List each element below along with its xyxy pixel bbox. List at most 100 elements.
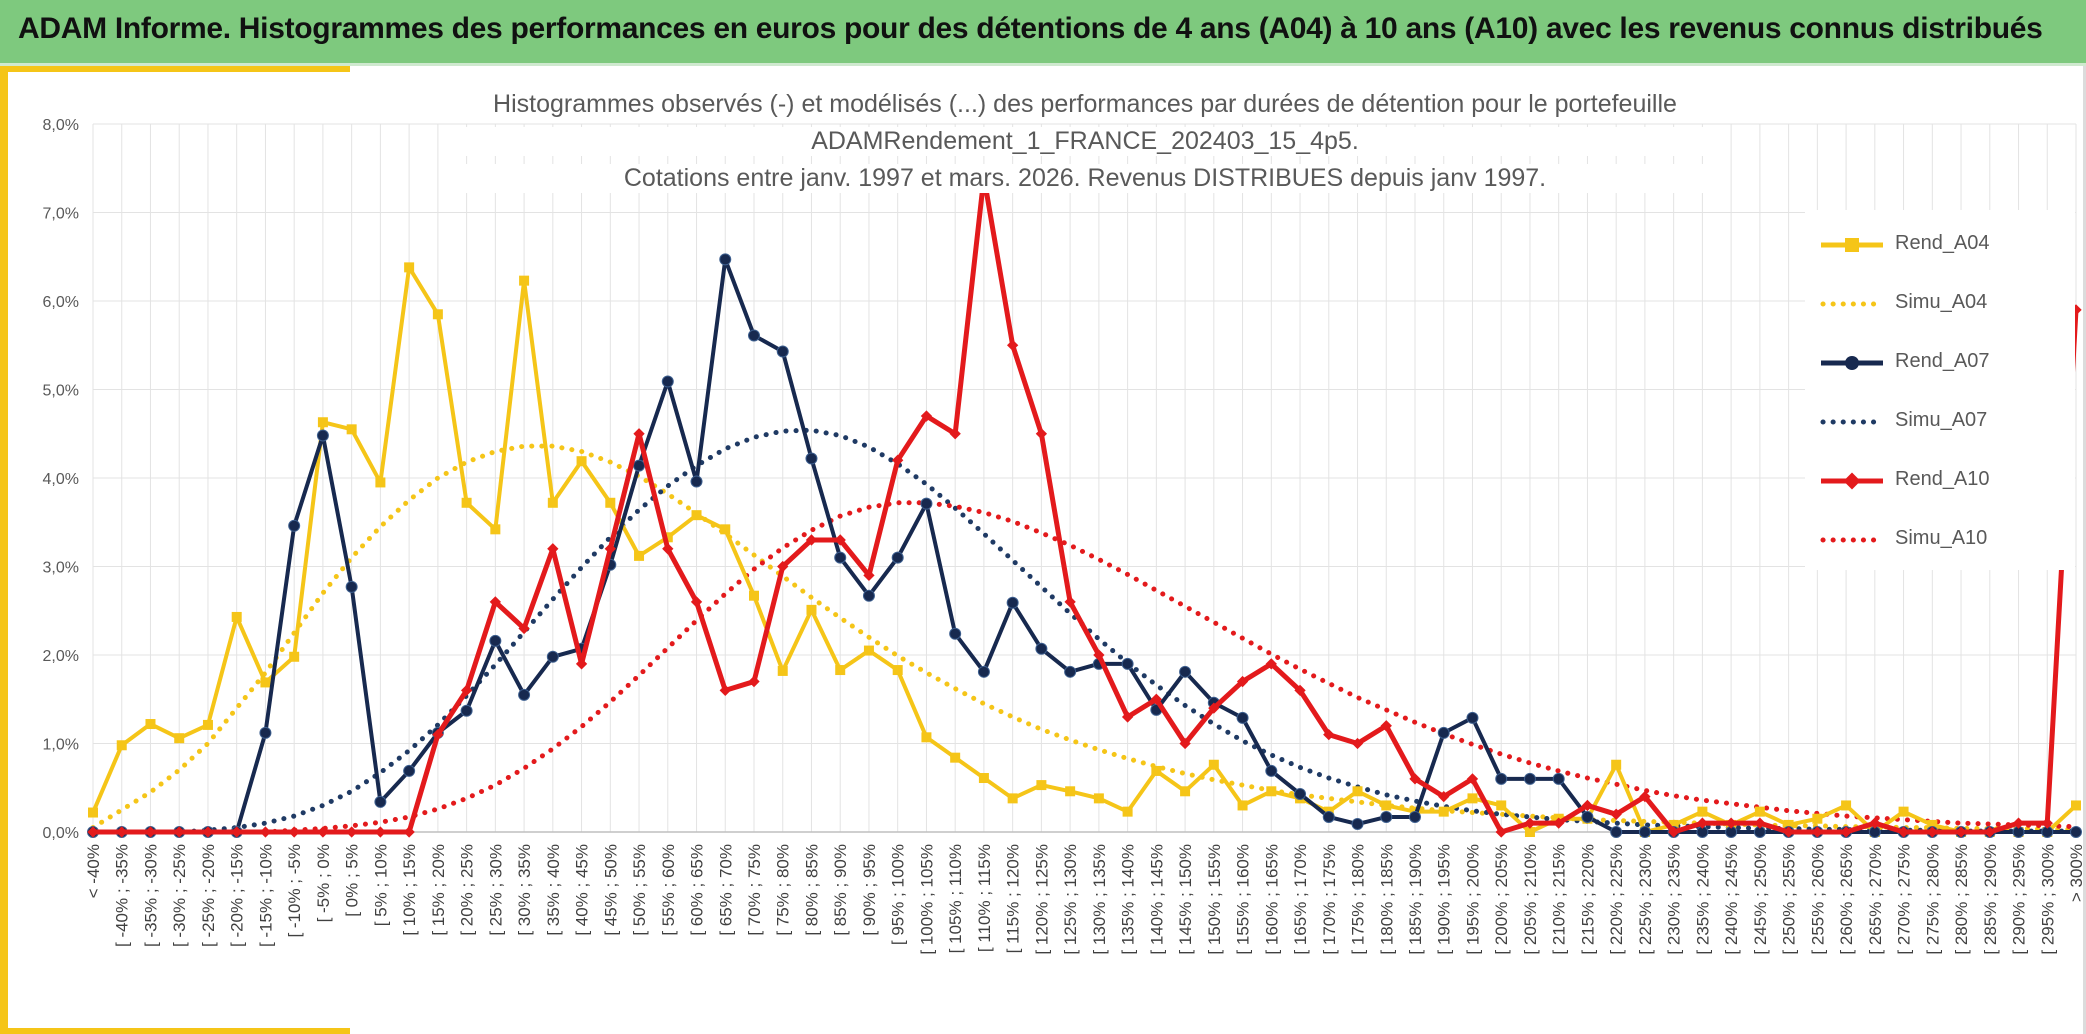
data-point-rend-a04	[461, 497, 472, 508]
data-point-rend-a04	[1180, 786, 1191, 797]
frame-accent-top	[0, 66, 350, 72]
x-tick-label: [ 190% ; 195%	[1435, 844, 1454, 955]
data-point-rend-a10	[1811, 826, 1824, 838]
x-tick-label: [ 50% ; 55%	[630, 844, 649, 936]
y-tick-label: 5,0%	[43, 383, 79, 400]
x-tick-label: [ 170% ; 175%	[1320, 844, 1339, 955]
data-point-rend-a10	[863, 569, 875, 582]
data-point-rend-a10	[920, 410, 933, 422]
y-tick-label: 7,0%	[43, 206, 79, 223]
data-point-rend-a10	[1380, 720, 1392, 732]
x-tick-label: [ -10% ; -5%	[285, 844, 304, 938]
data-point-rend-a10	[345, 826, 358, 838]
data-point-rend-a04	[1438, 806, 1449, 817]
data-point-rend-a04	[605, 497, 616, 508]
x-tick-label: [ 55% ; 60%	[659, 844, 678, 936]
data-point-rend-a04	[202, 719, 213, 730]
y-tick-label: 6,0%	[43, 294, 79, 311]
data-point-rend-a10	[288, 826, 300, 838]
y-tick-label: 3,0%	[43, 560, 79, 577]
x-tick-label: [ 240% ; 245%	[1722, 844, 1741, 955]
data-point-rend-a04	[174, 733, 185, 744]
data-point-rend-a10	[633, 428, 645, 440]
data-point-rend-a10	[1926, 826, 1938, 838]
x-tick-label: [ 160% ; 165%	[1262, 844, 1281, 955]
legend-label-simu-a04: Simu_A04	[1895, 291, 1988, 313]
x-tick-label: [ 5% ; 10%	[371, 844, 390, 926]
data-point-rend-a07	[633, 459, 646, 472]
data-point-rend-a10	[1150, 693, 1163, 705]
data-point-rend-a10	[1323, 728, 1335, 741]
x-tick-label: [ 10% ; 15%	[400, 844, 419, 936]
frame-accent-bottom	[0, 1028, 350, 1034]
data-point-rend-a07	[345, 580, 358, 593]
data-point-rend-a07	[805, 452, 818, 465]
data-point-rend-a07	[1380, 810, 1393, 823]
series-line-rend-a04	[91, 265, 2078, 834]
x-tick-label: [ 195% ; 200%	[1463, 844, 1482, 955]
data-point-rend-a10	[173, 826, 185, 838]
data-point-rend-a07	[1581, 810, 1594, 823]
data-point-rend-a04	[404, 262, 415, 273]
x-tick-label: [ 125% ; 130%	[1061, 844, 1080, 955]
data-point-rend-a04	[1697, 806, 1708, 817]
data-point-rend-a10	[317, 826, 329, 838]
data-point-rend-a07	[316, 429, 329, 442]
data-point-rend-a10	[1696, 817, 1709, 829]
x-tick-label: [ 70% ; 75%	[745, 844, 764, 936]
data-point-rend-a04	[289, 651, 300, 662]
data-point-rend-a07	[1523, 772, 1536, 785]
data-point-rend-a04	[490, 524, 501, 535]
data-point-rend-a07	[661, 375, 674, 388]
data-point-rend-a04	[1007, 793, 1018, 804]
data-point-rend-a07	[834, 551, 847, 564]
x-tick-label: [ 155% ; 160%	[1234, 844, 1253, 955]
data-point-rend-a04	[88, 807, 98, 818]
data-point-rend-a10	[719, 684, 731, 697]
data-point-rend-a07	[920, 497, 933, 510]
data-point-rend-a10	[231, 826, 243, 838]
x-tick-label: [ -15% ; -10%	[256, 844, 275, 947]
data-point-rend-a07	[1495, 772, 1508, 785]
data-point-rend-a07	[1409, 810, 1421, 823]
data-point-rend-a07	[1179, 665, 1192, 678]
x-tick-label: [ 280% ; 285%	[1952, 844, 1971, 955]
series-line-simu-a10	[90, 500, 2079, 835]
data-point-rend-a07	[489, 634, 502, 647]
data-point-rend-a10	[1524, 817, 1536, 829]
legend-swatch-simu-a04	[1820, 301, 1886, 307]
data-point-rend-a10	[1121, 711, 1134, 723]
data-point-rend-a04	[1668, 819, 1679, 830]
x-tick-label: [ 20% ; 25%	[458, 844, 477, 936]
x-tick-label: [ 200% ; 205%	[1492, 844, 1511, 955]
data-point-rend-a04	[1841, 800, 1852, 811]
data-point-rend-a10	[518, 622, 530, 635]
x-tick-label: [ 65% ; 70%	[716, 844, 735, 936]
data-point-rend-a10	[1782, 826, 1795, 838]
data-point-rend-a04	[1036, 780, 1047, 791]
data-point-rend-a07	[403, 764, 416, 777]
x-tick-label: [ 165% ; 170%	[1291, 844, 1310, 955]
x-tick-label: [ 35% ; 40%	[544, 844, 563, 936]
data-point-rend-a04	[863, 645, 874, 656]
data-point-rend-a04	[519, 275, 530, 286]
data-point-rend-a10	[1093, 649, 1105, 661]
data-point-rend-a10	[1725, 817, 1737, 829]
data-point-rend-a04	[1381, 800, 1392, 811]
data-point-rend-a04	[1524, 827, 1535, 837]
data-point-rend-a10	[1840, 826, 1852, 838]
series-line-rend-a10	[93, 174, 2079, 835]
data-point-rend-a10	[1466, 773, 1479, 785]
data-point-rend-a04	[1151, 765, 1162, 776]
x-tick-label: [ 225% ; 230%	[1636, 844, 1655, 955]
data-point-rend-a10	[604, 543, 616, 555]
data-point-rend-a10	[777, 560, 789, 573]
data-point-rend-a10	[1639, 790, 1651, 803]
data-point-rend-a10	[1179, 737, 1191, 750]
data-point-rend-a07	[1236, 711, 1249, 724]
data-point-rend-a10	[403, 826, 415, 838]
data-point-rend-a07	[546, 650, 559, 663]
x-tick-label: [ 205% ; 210%	[1521, 844, 1540, 955]
x-tick-label: [ 45% ; 50%	[601, 844, 620, 936]
data-point-rend-a10	[1409, 773, 1421, 785]
